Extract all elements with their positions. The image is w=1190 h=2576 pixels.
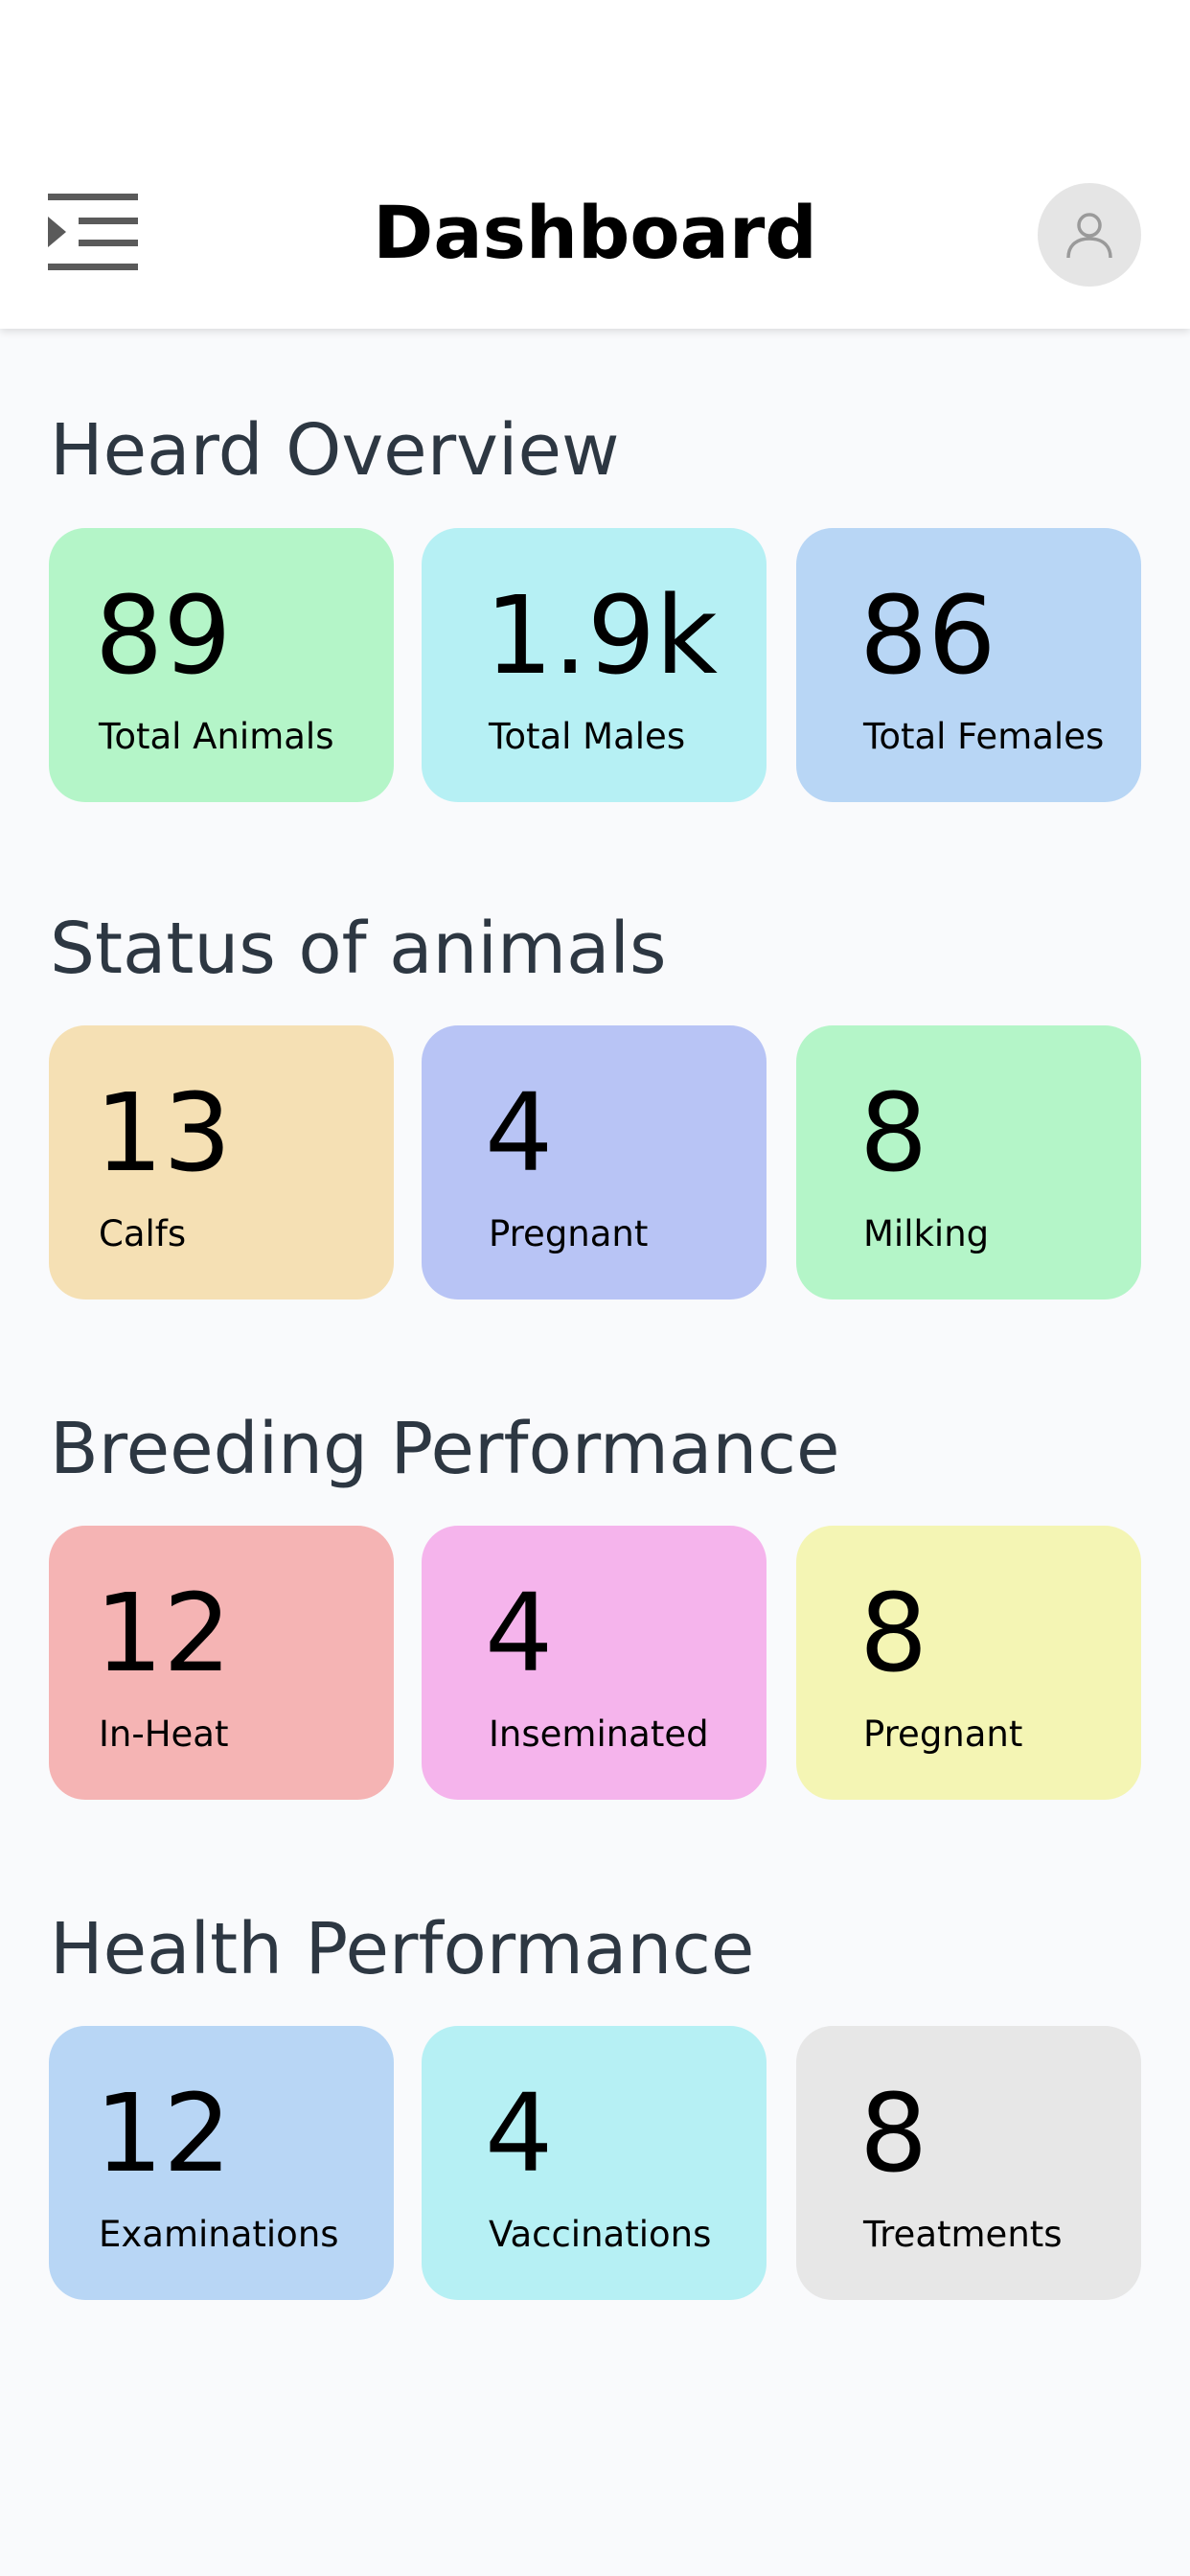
card-value: 4: [485, 1071, 554, 1196]
card-calfs[interactable]: 13 Calfs: [49, 1025, 394, 1300]
card-value: 4: [485, 2072, 554, 2196]
card-label: Total Males: [489, 716, 686, 757]
card-label: Calfs: [99, 1213, 187, 1254]
card-value: 8: [859, 1572, 928, 1696]
card-label: Examinations: [99, 2214, 339, 2255]
card-treatments[interactable]: 8 Treatments: [796, 2026, 1141, 2300]
card-label: Pregnant: [863, 1714, 1023, 1755]
card-value: 8: [859, 2072, 928, 2196]
card-pregnant[interactable]: 4 Pregnant: [422, 1025, 767, 1300]
card-label: Total Animals: [99, 716, 334, 757]
card-value: 13: [95, 1071, 232, 1196]
card-total-animals[interactable]: 89 Total Animals: [49, 528, 394, 802]
section-title-herd-overview: Heard Overview: [50, 409, 620, 492]
card-label: Pregnant: [489, 1213, 649, 1254]
card-label: Total Females: [863, 716, 1105, 757]
card-label: Milking: [863, 1213, 990, 1254]
card-breeding-pregnant[interactable]: 8 Pregnant: [796, 1526, 1141, 1800]
card-vaccinations[interactable]: 4 Vaccinations: [422, 2026, 767, 2300]
card-value: 12: [95, 2072, 232, 2196]
card-in-heat[interactable]: 12 In-Heat: [49, 1526, 394, 1800]
section-title-breeding-performance: Breeding Performance: [50, 1408, 840, 1490]
app-header: Dashboard: [0, 0, 1190, 329]
card-total-females[interactable]: 86 Total Females: [796, 528, 1141, 802]
card-value: 8: [859, 1071, 928, 1196]
card-total-males[interactable]: 1.9k Total Males: [422, 528, 767, 802]
user-icon: [1066, 213, 1112, 259]
card-value: 89: [95, 574, 232, 699]
card-value: 86: [859, 574, 996, 699]
menu-button[interactable]: [48, 191, 138, 271]
card-value: 12: [95, 1572, 232, 1696]
card-milking[interactable]: 8 Milking: [796, 1025, 1141, 1300]
page-title: Dashboard: [373, 190, 817, 275]
card-inseminated[interactable]: 4 Inseminated: [422, 1526, 767, 1800]
card-value: 4: [485, 1572, 554, 1696]
section-title-health-performance: Health Performance: [50, 1908, 755, 1990]
card-label: Inseminated: [489, 1714, 709, 1755]
card-examinations[interactable]: 12 Examinations: [49, 2026, 394, 2300]
section-title-status-of-animals: Status of animals: [50, 908, 667, 990]
card-label: Vaccinations: [489, 2214, 712, 2255]
card-label: In-Heat: [99, 1714, 229, 1755]
card-value: 1.9k: [485, 574, 718, 699]
menu-indent-icon: [48, 194, 138, 270]
avatar[interactable]: [1038, 183, 1141, 287]
card-label: Treatments: [863, 2214, 1063, 2255]
